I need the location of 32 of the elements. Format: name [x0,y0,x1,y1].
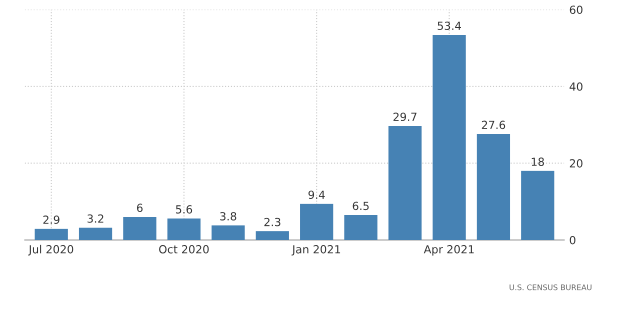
bar [344,215,378,240]
data-label: 53.4 [438,22,461,30]
data-label: 2.9 [43,216,60,224]
data-label: 27.6 [482,120,506,130]
x-tick-label: Jan 2021 [292,245,340,256]
y-tick-label: 60 [570,6,582,14]
bar [300,204,334,240]
bar [78,228,112,240]
data-label: 6.5 [352,202,369,210]
bar [34,228,68,240]
bar [212,225,245,240]
bar [123,216,156,240]
data-label: 9.4 [308,190,325,199]
x-tick-label: Apr 2021 [424,245,474,256]
bar [432,34,466,240]
data-label: 3.2 [88,214,104,223]
x-tick-label: Oct 2020 [159,245,209,254]
x-tick-label: Jul 2020 [28,244,74,256]
data-label: 2.3 [264,218,280,226]
data-label: 29.7 [393,112,416,122]
bar [167,218,201,240]
y-tick-label: 0 [570,236,576,244]
bar [476,134,510,240]
bar [256,231,289,240]
y-tick-label: 40 [570,82,582,91]
y-tick-label: 20 [570,159,582,168]
data-label: 3.8 [220,212,236,220]
data-label: 6 [136,204,143,212]
bar [521,170,554,240]
data-label: 5.6 [176,205,192,214]
bar [388,126,422,240]
data-label: 18 [532,158,544,166]
